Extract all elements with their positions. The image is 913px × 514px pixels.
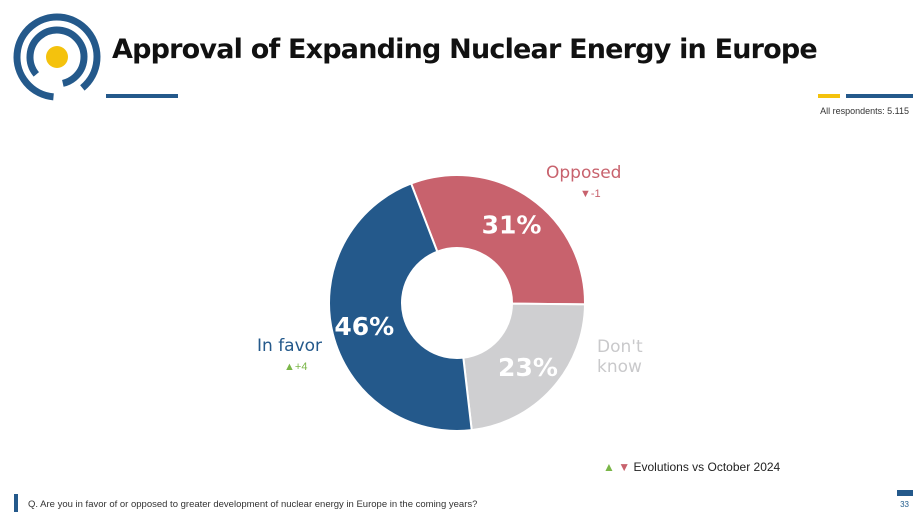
data-label-opposed: 31% (482, 211, 542, 240)
data-label-in-favor: 46% (334, 312, 394, 341)
label-dont-know-line-2: know (597, 357, 642, 377)
accent-bar-blue (846, 94, 913, 98)
data-label-don-t-know: 23% (498, 353, 558, 382)
title-underline (106, 94, 178, 98)
corner-accent-bar (897, 490, 913, 496)
question-marker (14, 494, 18, 512)
evolution-in-favor: ▲+4 (284, 361, 307, 373)
evolution-legend: ▲ ▼ Evolutions vs October 2024 (603, 460, 780, 474)
evolution-opposed: ▼-1 (580, 188, 601, 200)
triangle-down-icon: ▼ (618, 460, 631, 474)
respondents-count: All respondents: 5.115 (820, 106, 909, 116)
survey-question: Q. Are you in favor of or opposed to gre… (28, 499, 478, 510)
donut-slice-don-t-know (462, 302, 587, 432)
triangle-up-icon: ▲ (284, 361, 295, 373)
accent-bar-yellow (818, 94, 840, 98)
evolution-value: +4 (294, 361, 308, 373)
label-dont-know: Don't know (597, 337, 657, 377)
label-opposed: Opposed (546, 163, 622, 183)
donut-slice-in-favor (328, 182, 473, 432)
label-dont-know-line-1: Don't (597, 337, 643, 357)
donut-slice-opposed (409, 174, 586, 306)
label-in-favor: In favor (257, 336, 323, 356)
evolution-value: -1 (590, 188, 601, 200)
brand-logo-icon (13, 13, 101, 101)
triangle-down-icon: ▼ (580, 188, 591, 200)
page-number: 33 (900, 500, 909, 509)
evolution-legend-text: Evolutions vs October 2024 (633, 460, 781, 474)
page-title: Approval of Expanding Nuclear Energy in … (112, 34, 818, 65)
triangle-up-icon: ▲ (603, 460, 615, 474)
